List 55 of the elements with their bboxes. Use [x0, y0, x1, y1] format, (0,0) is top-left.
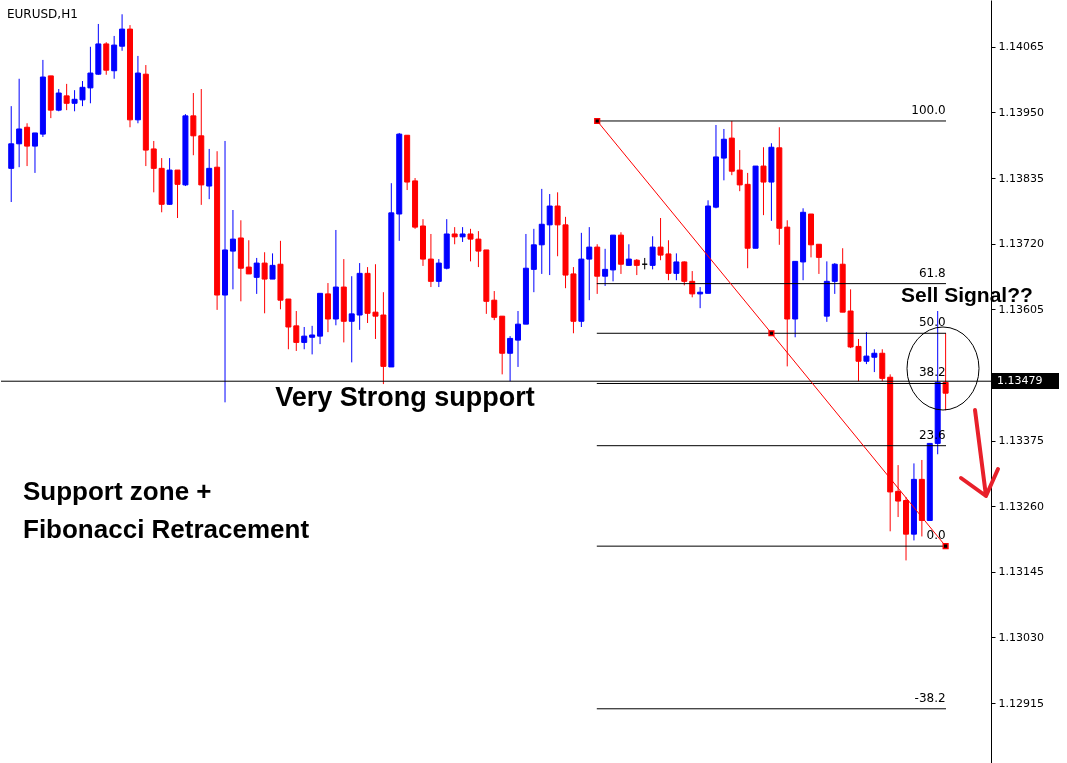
point: [594, 117, 601, 125]
candlestick: [546, 193, 553, 276]
y-tick-label: 1.12915: [998, 696, 1044, 710]
candlestick: [16, 78, 23, 168]
candlestick: [649, 235, 656, 270]
candlestick: [174, 169, 181, 219]
candlestick: [301, 326, 308, 350]
candlestick: [895, 464, 902, 518]
series-label: -38.2: [914, 690, 946, 705]
candlestick: [697, 286, 704, 309]
candlestick: [673, 252, 680, 281]
y-tick-label: 1.13835: [998, 171, 1044, 185]
candlestick: [309, 325, 316, 355]
series-label: 61.8: [918, 265, 946, 280]
candlestick: [831, 262, 838, 295]
candlestick: [150, 140, 157, 193]
candlestick: [625, 243, 632, 266]
candlestick: [760, 146, 767, 216]
text: 1.13479: [997, 374, 1043, 387]
candlestick: [269, 252, 276, 280]
point: [942, 543, 949, 550]
candlestick: [491, 290, 498, 321]
y-tick-label: 1.13260: [998, 499, 1044, 513]
candlestick: [229, 209, 236, 290]
candlestick: [515, 310, 522, 368]
candlestick: [507, 335, 514, 382]
y-tick-label: 1.13375: [998, 434, 1044, 448]
candlestick: [253, 257, 260, 295]
candlestick: [435, 258, 442, 288]
y-tick-label: 1.14065: [998, 40, 1044, 54]
candlestick: [24, 122, 31, 167]
candlestick: [206, 148, 213, 200]
point: [768, 330, 775, 337]
y-tick-label: 1.13605: [998, 302, 1044, 316]
annotation: Support zone + Fibonacci Retracement: [23, 476, 310, 544]
candlestick: [31, 132, 38, 174]
candlestick: [689, 270, 696, 298]
candlestick: [119, 13, 126, 52]
y-tick-label: 1.13720: [998, 237, 1044, 251]
y-tick-label: 1.13145: [998, 565, 1044, 579]
candlestick: [538, 188, 545, 275]
series-label: 100.0: [911, 102, 946, 117]
ref-line-label: Very Strong support: [275, 382, 535, 413]
candlestick: [245, 239, 252, 275]
candlestick: [815, 243, 822, 275]
candlestick: [63, 83, 70, 111]
candlestick: [427, 233, 434, 288]
candlestick: [261, 251, 268, 314]
y-tick-label: 1.13030: [998, 630, 1044, 644]
y-tick-label: 1.13950: [998, 105, 1044, 119]
candlestick: [681, 260, 688, 286]
candlestick: [602, 248, 609, 287]
candlestick: [736, 149, 743, 192]
candlestick: [720, 128, 727, 181]
text: EURUSD,H1: [7, 7, 78, 21]
